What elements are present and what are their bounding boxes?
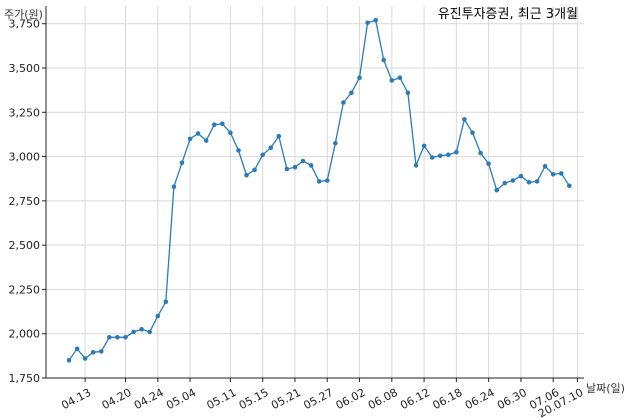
x-tick-label: 06.24 bbox=[463, 386, 497, 412]
data-point bbox=[195, 131, 201, 136]
data-point bbox=[381, 57, 387, 63]
data-point bbox=[99, 349, 104, 354]
data-point bbox=[341, 100, 346, 105]
x-tick-label: 04.24 bbox=[132, 386, 166, 412]
x-tick-label: 06.12 bbox=[398, 386, 432, 412]
x-tick-label: 05.21 bbox=[269, 386, 303, 412]
data-point bbox=[284, 166, 290, 172]
x-tick-label: 04.13 bbox=[59, 386, 93, 412]
data-point bbox=[462, 117, 467, 122]
x-tick-label: 06.30 bbox=[495, 386, 529, 412]
x-tick-label: 04.20 bbox=[100, 386, 134, 412]
data-point bbox=[526, 180, 532, 185]
data-point bbox=[454, 149, 459, 155]
data-point bbox=[228, 130, 233, 135]
y-tick-label: 2,250 bbox=[9, 283, 41, 296]
data-point bbox=[486, 161, 491, 166]
y-tick-label: 3,750 bbox=[9, 18, 41, 31]
y-tick-label: 2,500 bbox=[9, 239, 41, 252]
y-tick-label: 3,250 bbox=[9, 106, 41, 119]
data-point bbox=[349, 90, 354, 96]
x-tick-label: 05.04 bbox=[164, 386, 198, 412]
data-point bbox=[550, 172, 556, 177]
data-point bbox=[131, 329, 136, 335]
data-point bbox=[203, 138, 209, 143]
data-point bbox=[518, 173, 524, 179]
data-point bbox=[437, 153, 443, 158]
data-point bbox=[405, 90, 411, 96]
data-point bbox=[559, 171, 564, 176]
data-point bbox=[413, 163, 419, 168]
data-point bbox=[534, 179, 540, 184]
data-point bbox=[308, 163, 314, 168]
data-point bbox=[429, 155, 435, 160]
price-series bbox=[66, 17, 572, 363]
x-tick-label: 06.02 bbox=[334, 386, 368, 412]
data-point bbox=[74, 346, 80, 352]
data-point bbox=[300, 158, 306, 164]
data-point bbox=[373, 17, 379, 23]
data-point bbox=[357, 75, 362, 80]
y-tick-label: 2,750 bbox=[9, 195, 41, 208]
grid-lines bbox=[46, 6, 584, 378]
data-point bbox=[567, 183, 572, 189]
data-point bbox=[397, 75, 403, 80]
data-point bbox=[478, 150, 483, 156]
data-point bbox=[66, 358, 72, 363]
y-tick-label: 2,000 bbox=[9, 328, 41, 341]
data-point bbox=[115, 335, 120, 340]
data-point bbox=[292, 164, 298, 170]
y-tick-label: 1,750 bbox=[9, 372, 41, 385]
data-point bbox=[276, 133, 282, 139]
data-point bbox=[236, 148, 241, 153]
data-point bbox=[389, 78, 395, 83]
y-axis-ticks: 1,750 2,000 2,250 2,500 2,750 3,000 3,250 3,500… bbox=[9, 18, 46, 385]
data-point bbox=[187, 136, 193, 142]
data-point bbox=[324, 178, 330, 183]
data-point bbox=[365, 20, 370, 26]
data-point bbox=[82, 356, 88, 361]
chart-title: 유진투자증권, 최근 3개월 bbox=[438, 7, 578, 22]
data-point bbox=[220, 121, 225, 127]
y-tick-label: 3,000 bbox=[9, 151, 41, 164]
data-point bbox=[155, 313, 161, 319]
data-point bbox=[147, 329, 152, 335]
data-point bbox=[163, 299, 169, 305]
data-point bbox=[494, 187, 500, 193]
x-tick-label: 05.27 bbox=[301, 386, 335, 412]
data-point bbox=[446, 152, 451, 158]
data-point bbox=[268, 145, 274, 150]
x-tick-label: 06.18 bbox=[431, 386, 465, 412]
data-point bbox=[316, 179, 322, 184]
x-tick-label: 06.08 bbox=[366, 386, 400, 412]
data-point bbox=[421, 143, 427, 149]
data-point bbox=[542, 164, 548, 169]
data-point bbox=[244, 172, 249, 178]
data-point bbox=[123, 335, 128, 340]
data-point bbox=[139, 327, 144, 332]
data-point bbox=[171, 184, 177, 189]
x-tick-label: 05.11 bbox=[205, 386, 239, 412]
data-point bbox=[90, 350, 96, 355]
data-point bbox=[510, 178, 516, 183]
data-point bbox=[502, 180, 508, 186]
data-point bbox=[260, 152, 266, 158]
data-point bbox=[179, 160, 185, 166]
data-point bbox=[252, 167, 257, 173]
data-point bbox=[212, 122, 217, 127]
data-point bbox=[470, 130, 475, 135]
data-point bbox=[333, 141, 338, 146]
x-tick-label: 05.15 bbox=[237, 386, 271, 412]
y-axis-label: 주가(원) bbox=[4, 8, 43, 21]
data-point bbox=[107, 335, 112, 340]
series-line bbox=[68, 19, 570, 361]
x-axis-label: 날짜(일) bbox=[586, 381, 625, 395]
y-tick-label: 3,500 bbox=[9, 62, 41, 75]
